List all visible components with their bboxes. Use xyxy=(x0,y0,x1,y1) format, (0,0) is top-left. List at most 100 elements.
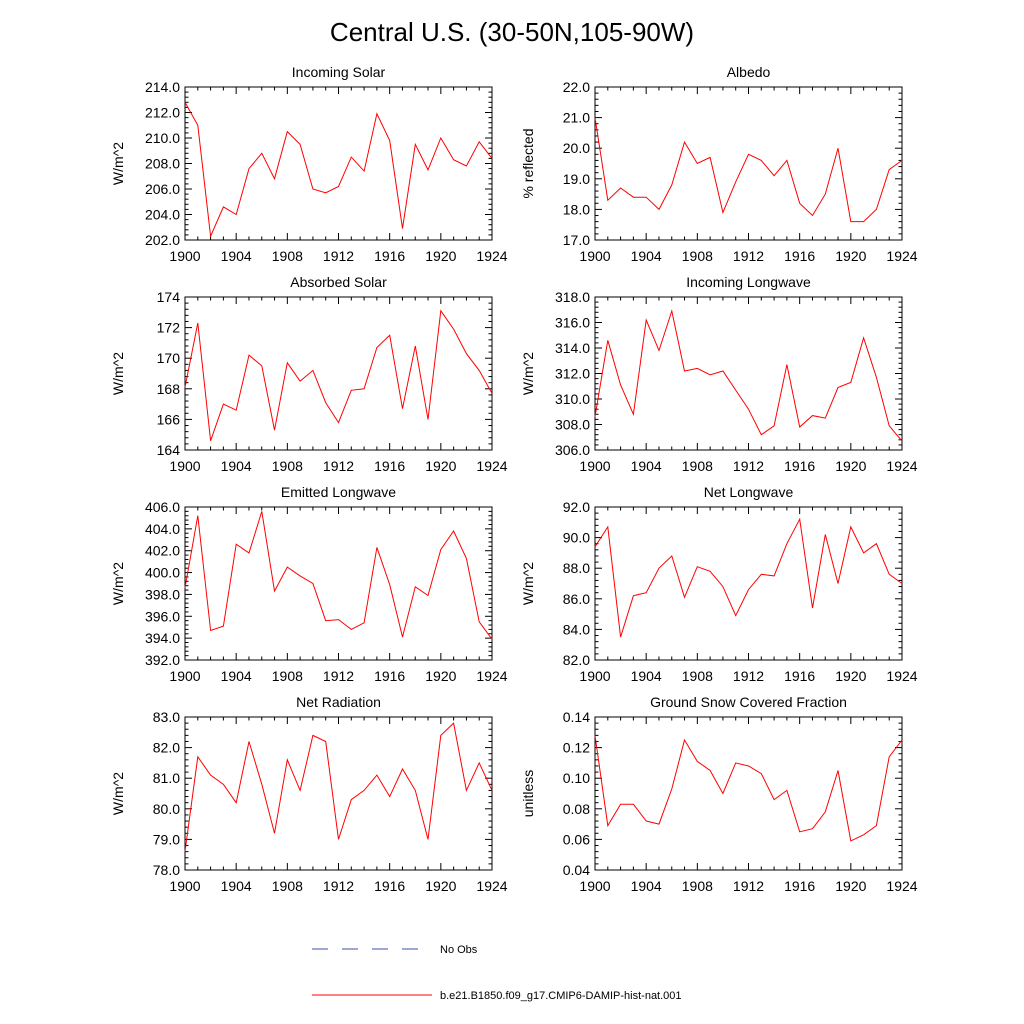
y-tick-label: 78.0 xyxy=(153,862,180,878)
y-tick-label: 318.0 xyxy=(555,289,590,305)
y-tick-label: 210.0 xyxy=(145,130,180,146)
x-tick-label: 1904 xyxy=(221,878,252,894)
panel-title: Absorbed Solar xyxy=(290,274,387,290)
plot-frame xyxy=(594,86,903,241)
x-tick-label: 1924 xyxy=(476,878,507,894)
y-tick-label: 86.0 xyxy=(563,591,590,607)
plot-frame xyxy=(594,296,903,451)
y-tick-label: 398.0 xyxy=(145,586,180,602)
x-tick-label: 1904 xyxy=(631,248,662,264)
y-tick-label: 312.0 xyxy=(555,366,590,382)
y-tick-label: 170 xyxy=(157,350,181,366)
y-tick-label: 83.0 xyxy=(153,709,180,725)
x-tick-label: 1900 xyxy=(579,878,610,894)
y-tick-label: 18.0 xyxy=(563,201,590,217)
y-tick-label: 0.06 xyxy=(563,831,590,847)
plot-frame xyxy=(184,716,493,871)
page-title: Central U.S. (30-50N,105-90W) xyxy=(330,17,694,47)
panel-title: Net Radiation xyxy=(296,694,381,710)
series-line xyxy=(184,102,493,239)
y-tick-label: 212.0 xyxy=(145,105,180,121)
x-tick-label: 1908 xyxy=(682,458,713,474)
panel-7: Net Radiation 78.0 79.0 80.0 81.0 82.0 83.0 190… xyxy=(110,694,508,894)
y-tick-label: 166 xyxy=(157,411,181,427)
x-tick-label: 1900 xyxy=(169,668,200,684)
panel-title: Albedo xyxy=(727,64,771,80)
x-tick-label: 1904 xyxy=(631,458,662,474)
y-tick-label: 314.0 xyxy=(555,340,590,356)
x-tick-label: 1916 xyxy=(374,458,405,474)
y-tick-label: 404.0 xyxy=(145,521,180,537)
y-axis-label: W/m^2 xyxy=(520,562,536,605)
x-tick-label: 1920 xyxy=(835,458,866,474)
y-tick-label: 206.0 xyxy=(145,181,180,197)
panel-3: Absorbed Solar 164 166 168 170 172 174 1900 1904… xyxy=(110,274,508,474)
panel-1: Incoming Solar 202.0 204.0 206.0 208.0 210.0 2… xyxy=(110,64,508,264)
y-tick-label: 204.0 xyxy=(145,207,180,223)
x-tick-label: 1924 xyxy=(886,878,917,894)
panel-4: Incoming Longwave 306.0 308.0 310.0 312.0 314… xyxy=(520,274,918,474)
panel-title: Ground Snow Covered Fraction xyxy=(650,694,847,710)
y-axis-label: % reflected xyxy=(520,128,536,198)
y-axis-label: W/m^2 xyxy=(110,562,126,605)
x-tick-label: 1908 xyxy=(272,248,303,264)
x-tick-label: 1916 xyxy=(374,668,405,684)
y-tick-label: 81.0 xyxy=(153,770,180,786)
x-tick-label: 1916 xyxy=(784,668,815,684)
x-tick-label: 1916 xyxy=(784,248,815,264)
y-axis-label: W/m^2 xyxy=(110,142,126,185)
x-tick-label: 1920 xyxy=(425,458,456,474)
y-tick-label: 164 xyxy=(157,442,181,458)
legend-no-obs-label: No Obs xyxy=(440,944,478,956)
y-tick-label: 90.0 xyxy=(563,530,590,546)
y-tick-label: 22.0 xyxy=(563,79,590,95)
y-tick-label: 79.0 xyxy=(153,831,180,847)
x-tick-label: 1912 xyxy=(323,668,354,684)
y-tick-label: 400.0 xyxy=(145,565,180,581)
y-tick-label: 82.0 xyxy=(563,652,590,668)
x-tick-label: 1908 xyxy=(682,878,713,894)
y-tick-label: 392.0 xyxy=(145,652,180,668)
panels: Incoming Solar 202.0 204.0 206.0 208.0 210.0 2… xyxy=(110,64,918,894)
panel-title: Incoming Solar xyxy=(292,64,386,80)
x-tick-label: 1920 xyxy=(425,668,456,684)
plot-frame xyxy=(184,296,493,451)
y-tick-label: 406.0 xyxy=(145,499,180,515)
x-tick-label: 1924 xyxy=(886,458,917,474)
y-tick-label: 214.0 xyxy=(145,79,180,95)
x-tick-label: 1920 xyxy=(835,668,866,684)
panel-title: Emitted Longwave xyxy=(281,484,396,500)
y-tick-label: 394.0 xyxy=(145,630,180,646)
x-tick-label: 1904 xyxy=(631,878,662,894)
legend-model-label: b.e21.B1850.f09_g17.CMIP6-DAMIP-hist-nat… xyxy=(440,990,682,1002)
y-tick-label: 310.0 xyxy=(555,391,590,407)
x-tick-label: 1904 xyxy=(221,668,252,684)
y-axis-label: W/m^2 xyxy=(110,772,126,815)
x-tick-label: 1920 xyxy=(425,248,456,264)
x-tick-label: 1916 xyxy=(374,878,405,894)
y-tick-label: 174 xyxy=(157,289,181,305)
x-tick-label: 1908 xyxy=(682,668,713,684)
y-tick-label: 21.0 xyxy=(563,110,590,126)
y-tick-label: 88.0 xyxy=(563,560,590,576)
y-tick-label: 308.0 xyxy=(555,417,590,433)
y-tick-label: 0.10 xyxy=(563,770,590,786)
x-tick-label: 1908 xyxy=(682,248,713,264)
y-tick-label: 17.0 xyxy=(563,232,590,248)
legend: No Obs b.e21.B1850.f09_g17.CMIP6-DAMIP-h… xyxy=(312,944,682,1002)
x-tick-label: 1924 xyxy=(476,458,507,474)
y-tick-label: 0.12 xyxy=(563,740,590,756)
x-tick-label: 1904 xyxy=(221,248,252,264)
x-tick-label: 1912 xyxy=(323,878,354,894)
y-tick-label: 396.0 xyxy=(145,608,180,624)
panel-8: Ground Snow Covered Fraction 0.04 0.06 0.08… xyxy=(520,694,918,894)
x-tick-label: 1900 xyxy=(579,458,610,474)
panel-6: Net Longwave 82.0 84.0 86.0 88.0 90.0 92.0 1900… xyxy=(520,484,918,684)
y-tick-label: 316.0 xyxy=(555,315,590,331)
x-tick-label: 1912 xyxy=(733,248,764,264)
y-tick-label: 172 xyxy=(157,320,181,336)
y-tick-label: 80.0 xyxy=(153,801,180,817)
y-tick-label: 402.0 xyxy=(145,543,180,559)
x-tick-label: 1900 xyxy=(169,458,200,474)
